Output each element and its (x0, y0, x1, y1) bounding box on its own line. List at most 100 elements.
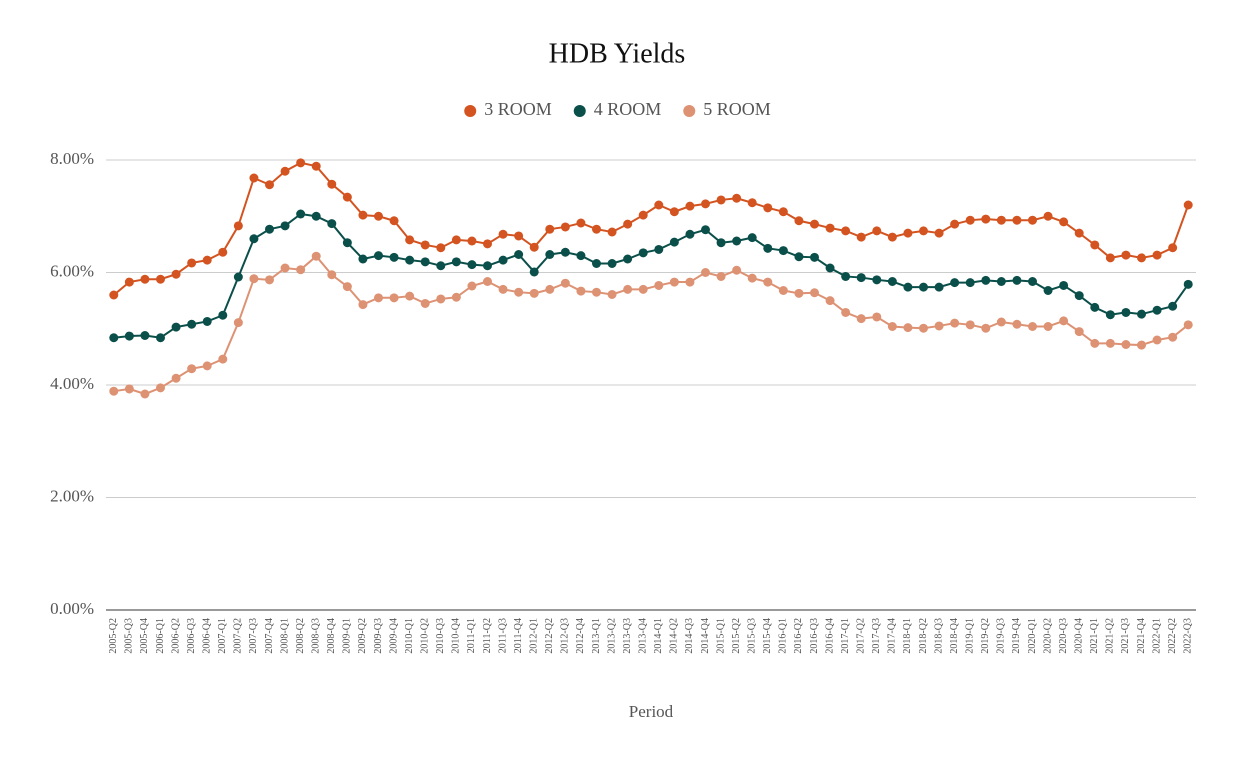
x-tick-label: 2005-Q2 (108, 618, 119, 654)
data-point (311, 161, 321, 171)
data-point (732, 236, 742, 246)
x-tick-label: 2017-Q3 (871, 618, 882, 654)
data-point (1105, 253, 1115, 263)
data-point (358, 210, 368, 220)
data-point (685, 229, 695, 239)
data-point (1059, 316, 1069, 326)
series-line (113, 212, 1190, 339)
data-point (1168, 301, 1178, 311)
data-point (420, 240, 430, 250)
data-point (1152, 335, 1162, 345)
x-tick-label: 2013-Q3 (622, 618, 633, 654)
data-point (389, 293, 399, 303)
y-tick-label: 0.00% (50, 599, 94, 618)
data-point (1028, 215, 1037, 225)
data-point (249, 234, 259, 244)
data-point (732, 265, 742, 275)
data-point (451, 257, 461, 267)
data-point (856, 314, 866, 324)
legend: 3 ROOM 4 ROOM 5 ROOM (464, 99, 771, 119)
x-tick-label: 2012-Q4 (575, 618, 586, 654)
data-point (576, 286, 586, 296)
data-point (654, 200, 664, 210)
data-point (1090, 240, 1100, 250)
data-point (794, 252, 804, 262)
data-point (342, 192, 352, 202)
x-tick-label: 2018-Q2 (918, 618, 929, 654)
data-point (716, 238, 726, 248)
data-point (218, 310, 228, 320)
data-point (856, 273, 866, 283)
data-point (654, 280, 664, 290)
data-point (202, 255, 212, 265)
data-point (374, 251, 383, 261)
data-point (1168, 243, 1178, 253)
data-point (747, 233, 757, 243)
data-point (202, 361, 212, 371)
data-point (872, 226, 882, 236)
data-point (701, 268, 710, 277)
x-tick-label: 2014-Q4 (700, 618, 711, 654)
data-point (778, 246, 788, 256)
data-point (763, 243, 773, 253)
data-point (716, 195, 726, 205)
data-point (592, 259, 601, 268)
y-tick-label: 4.00% (50, 374, 94, 393)
y-tick-label: 6.00% (50, 261, 94, 280)
data-point (919, 226, 928, 236)
data-point (265, 180, 274, 190)
x-tick-label: 2007-Q1 (217, 618, 228, 654)
data-point (374, 211, 383, 221)
data-point (1090, 338, 1100, 348)
x-tick-label: 2022-Q2 (1167, 618, 1178, 654)
data-point (1028, 277, 1037, 286)
data-point (1183, 279, 1193, 289)
data-point (358, 254, 368, 264)
legend-label: 3 ROOM (484, 99, 552, 119)
x-tick-label: 2021-Q3 (1120, 618, 1131, 654)
data-point (623, 284, 633, 294)
x-tick-label: 2010-Q4 (451, 618, 462, 654)
x-tick-label: 2007-Q4 (264, 618, 275, 654)
data-point (607, 289, 617, 299)
data-point (436, 294, 446, 304)
x-tick-label: 2021-Q1 (1089, 618, 1100, 654)
data-point (934, 228, 944, 238)
data-point (576, 251, 586, 261)
data-point (965, 278, 975, 288)
x-tick-label: 2010-Q1 (404, 618, 415, 654)
data-point (1012, 275, 1022, 285)
data-point (592, 287, 601, 297)
data-point (342, 282, 352, 292)
data-point (623, 219, 633, 229)
data-point (529, 242, 539, 252)
data-point (218, 354, 228, 364)
data-point (436, 261, 446, 271)
data-point (701, 199, 710, 209)
data-point (903, 323, 913, 333)
data-point (1137, 340, 1146, 350)
data-point (233, 318, 243, 328)
x-tick-label: 2013-Q2 (606, 618, 617, 654)
x-tick-label: 2020-Q4 (1074, 618, 1085, 654)
x-tick-label: 2015-Q4 (762, 618, 773, 654)
x-tick-label: 2013-Q1 (591, 618, 602, 654)
data-point (202, 316, 212, 326)
data-point (950, 219, 960, 229)
data-point (405, 255, 415, 265)
x-tick-label: 2017-Q2 (856, 618, 867, 654)
x-tick-label: 2014-Q3 (684, 618, 695, 654)
legend-label: 4 ROOM (594, 99, 662, 119)
x-tick-label: 2018-Q1 (902, 618, 913, 654)
x-tick-label: 2014-Q2 (669, 618, 680, 654)
data-point (1105, 338, 1115, 348)
data-point (887, 322, 897, 331)
data-point (545, 250, 555, 259)
data-point (124, 384, 134, 394)
data-point (249, 274, 259, 284)
data-point (1043, 286, 1053, 295)
data-point (327, 270, 337, 280)
data-point (405, 291, 415, 301)
data-point (514, 231, 524, 241)
data-point (483, 261, 492, 271)
